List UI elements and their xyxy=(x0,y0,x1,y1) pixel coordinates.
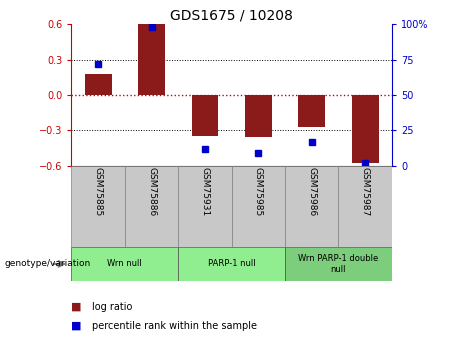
Text: GSM75886: GSM75886 xyxy=(147,167,156,216)
Bar xyxy=(298,95,325,127)
Text: GSM75986: GSM75986 xyxy=(307,167,316,216)
Text: log ratio: log ratio xyxy=(92,302,133,312)
Text: GSM75987: GSM75987 xyxy=(361,167,370,216)
Bar xyxy=(285,166,338,247)
Bar xyxy=(125,166,178,247)
Text: genotype/variation: genotype/variation xyxy=(5,259,91,268)
Bar xyxy=(352,95,378,163)
Bar xyxy=(231,166,285,247)
Bar xyxy=(178,247,285,281)
Bar xyxy=(285,247,392,281)
Bar xyxy=(85,74,112,95)
Text: GSM75885: GSM75885 xyxy=(94,167,103,216)
Bar xyxy=(338,166,392,247)
Text: ■: ■ xyxy=(71,321,82,331)
Title: GDS1675 / 10208: GDS1675 / 10208 xyxy=(170,9,293,23)
Text: PARP-1 null: PARP-1 null xyxy=(208,259,255,268)
Text: Wrn null: Wrn null xyxy=(107,259,142,268)
Bar xyxy=(192,95,219,136)
Bar xyxy=(178,166,231,247)
Bar xyxy=(138,24,165,95)
Text: percentile rank within the sample: percentile rank within the sample xyxy=(92,321,257,331)
Text: Wrn PARP-1 double
null: Wrn PARP-1 double null xyxy=(298,254,378,274)
Bar xyxy=(71,247,178,281)
Bar xyxy=(245,95,272,137)
Text: GSM75931: GSM75931 xyxy=(201,167,209,216)
Text: ■: ■ xyxy=(71,302,82,312)
Bar xyxy=(71,166,125,247)
Text: GSM75985: GSM75985 xyxy=(254,167,263,216)
